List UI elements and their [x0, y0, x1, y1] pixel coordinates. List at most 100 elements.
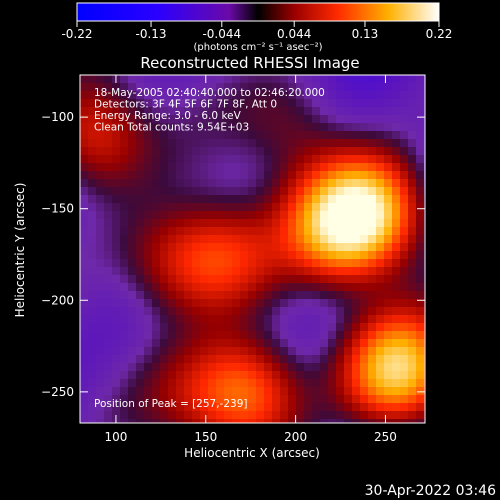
heatmap-pixel [336, 211, 345, 220]
heatmap-pixel [208, 211, 217, 220]
heatmap-pixel [240, 115, 249, 124]
heatmap-pixel [328, 371, 337, 380]
heatmap-pixel [160, 323, 169, 332]
heatmap-pixel [352, 371, 361, 380]
heatmap-pixel [256, 235, 265, 244]
heatmap-pixel [168, 331, 177, 340]
heatmap-pixel [328, 211, 337, 220]
heatmap-pixel [336, 179, 345, 188]
heatmap-pixel [96, 107, 105, 116]
heatmap-pixel [272, 275, 281, 284]
heatmap-pixel [312, 387, 321, 396]
heatmap-pixel [256, 163, 265, 172]
heatmap-pixel [240, 283, 249, 292]
heatmap-pixel [304, 83, 313, 92]
heatmap-pixel [128, 203, 137, 212]
heatmap-pixel [136, 403, 145, 412]
heatmap-pixel [168, 83, 177, 92]
heatmap-pixel [240, 251, 249, 260]
heatmap-pixel [344, 163, 353, 172]
heatmap-pixel [320, 155, 329, 164]
heatmap-pixel [264, 99, 273, 108]
heatmap-pixel [160, 75, 169, 84]
heatmap-pixel [408, 163, 417, 172]
heatmap-pixel [168, 115, 177, 124]
heatmap-pixel [184, 331, 193, 340]
heatmap-pixel [120, 203, 129, 212]
heatmap-pixel [384, 235, 393, 244]
heatmap-pixel [368, 411, 377, 420]
heatmap-pixel [400, 419, 409, 423]
heatmap-pixel [280, 379, 289, 388]
heatmap-pixel [88, 323, 97, 332]
heatmap-pixel [120, 307, 129, 316]
heatmap-pixel [320, 259, 329, 268]
heatmap-pixel [184, 131, 193, 140]
heatmap-pixel [192, 267, 201, 276]
heatmap-pixel [304, 147, 313, 156]
heatmap-pixel [120, 395, 129, 404]
heatmap-pixel [416, 171, 425, 180]
heatmap-pixel [408, 347, 417, 356]
heatmap-pixel [136, 147, 145, 156]
heatmap-pixel [272, 323, 281, 332]
heatmap-pixel [264, 131, 273, 140]
heatmap-pixel [352, 83, 361, 92]
heatmap-pixel [368, 251, 377, 260]
heatmap-pixel [408, 307, 417, 316]
heatmap-pixel [240, 91, 249, 100]
heatmap-pixel [400, 387, 409, 396]
heatmap-pixel [104, 147, 113, 156]
heatmap-pixel [96, 395, 105, 404]
heatmap-pixel [312, 227, 321, 236]
heatmap-pixel [184, 227, 193, 236]
heatmap-pixel [248, 315, 257, 324]
heatmap-pixel [392, 379, 401, 388]
heatmap-pixel [112, 347, 121, 356]
heatmap-pixel [272, 219, 281, 228]
heatmap-pixel [296, 411, 305, 420]
heatmap-pixel [80, 363, 89, 372]
heatmap-pixel [104, 363, 113, 372]
heatmap-pixel [368, 299, 377, 308]
heatmap-pixel [192, 211, 201, 220]
heatmap-pixel [352, 171, 361, 180]
heatmap-pixel [96, 235, 105, 244]
heatmap-pixel [160, 315, 169, 324]
heatmap-pixel [128, 243, 137, 252]
heatmap-pixel [168, 91, 177, 100]
heatmap-pixel [272, 107, 281, 116]
heatmap-pixel [336, 379, 345, 388]
heatmap-pixel [248, 75, 257, 84]
heatmap-pixel [152, 99, 161, 108]
heatmap-pixel [104, 419, 113, 423]
heatmap-pixel [80, 387, 89, 396]
heatmap-pixel [80, 211, 89, 220]
heatmap-pixel [208, 387, 217, 396]
heatmap-pixel [104, 99, 113, 108]
heatmap-pixel [208, 259, 217, 268]
heatmap-pixel [248, 179, 257, 188]
heatmap-pixel [280, 259, 289, 268]
heatmap-pixel [280, 155, 289, 164]
heatmap-pixel [392, 395, 401, 404]
heatmap-pixel [184, 147, 193, 156]
heatmap-pixel [96, 251, 105, 260]
heatmap-pixel [256, 83, 265, 92]
heatmap-pixel [152, 123, 161, 132]
heatmap-pixel [352, 411, 361, 420]
heatmap-pixel [240, 147, 249, 156]
heatmap-pixel [200, 395, 209, 404]
heatmap-pixel [152, 323, 161, 332]
heatmap-pixel [160, 179, 169, 188]
colorbar-units-label: (photons cm⁻² s⁻¹ asec⁻²) [193, 42, 322, 53]
heatmap-pixel [304, 163, 313, 172]
heatmap-pixel [368, 267, 377, 276]
heatmap-pixel [104, 347, 113, 356]
heatmap-pixel [304, 355, 313, 364]
heatmap-pixel [128, 419, 137, 423]
heatmap-pixel [352, 331, 361, 340]
heatmap-pixel [376, 243, 385, 252]
heatmap-pixel [256, 371, 265, 380]
heatmap-pixel [224, 355, 233, 364]
